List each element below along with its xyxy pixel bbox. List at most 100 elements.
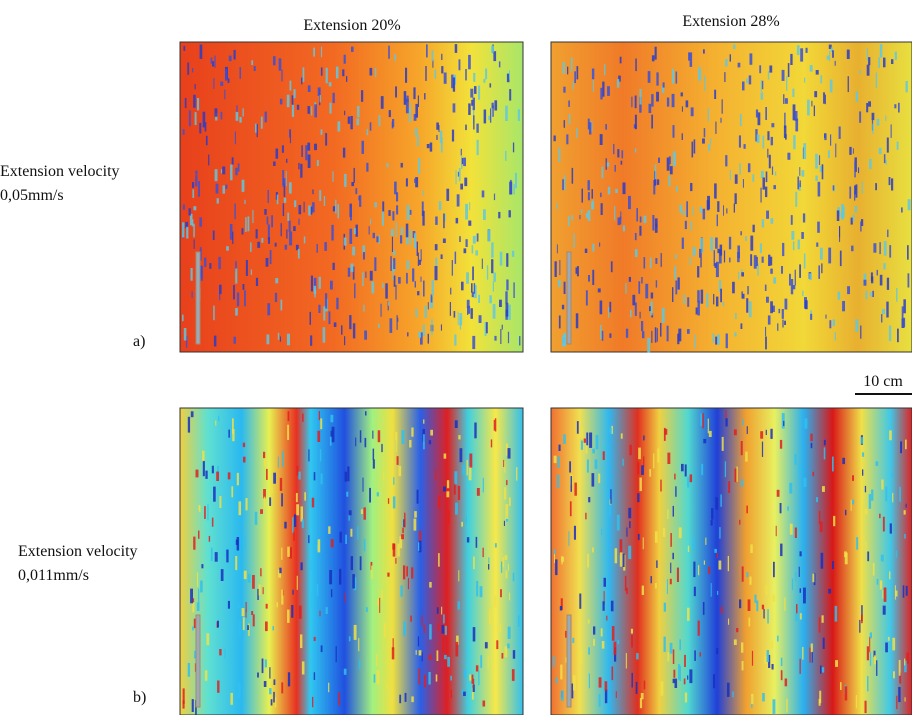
texture-streak bbox=[512, 572, 515, 582]
texture-streak bbox=[723, 205, 724, 216]
texture-streak bbox=[342, 69, 345, 77]
texture-streak bbox=[873, 650, 876, 658]
texture-streak bbox=[273, 472, 276, 484]
texture-streak bbox=[346, 491, 349, 497]
texture-streak bbox=[859, 111, 862, 123]
texture-streak bbox=[505, 291, 508, 304]
texture-streak bbox=[571, 215, 573, 221]
texture-streak bbox=[482, 547, 484, 558]
texture-streak bbox=[517, 109, 520, 121]
texture-streak bbox=[834, 605, 838, 622]
texture-streak bbox=[561, 556, 563, 565]
texture-streak bbox=[815, 153, 818, 169]
texture-streak bbox=[396, 205, 399, 215]
texture-streak bbox=[199, 505, 201, 513]
texture-streak bbox=[478, 294, 480, 303]
texture-streak bbox=[512, 650, 516, 659]
texture-streak bbox=[183, 328, 187, 341]
texture-streak bbox=[749, 576, 752, 585]
texture-streak bbox=[488, 557, 490, 564]
texture-streak bbox=[368, 226, 370, 235]
texture-streak bbox=[418, 540, 422, 553]
texture-streak bbox=[799, 551, 802, 557]
texture-streak bbox=[307, 106, 310, 114]
texture-streak bbox=[455, 502, 458, 515]
texture-streak bbox=[740, 441, 743, 456]
texture-streak bbox=[364, 330, 367, 340]
texture-streak bbox=[640, 693, 644, 700]
texture-streak bbox=[303, 236, 306, 244]
texture-streak bbox=[716, 647, 719, 655]
texture-streak bbox=[237, 603, 240, 609]
texture-streak bbox=[343, 237, 347, 246]
texture-streak bbox=[281, 69, 283, 82]
texture-streak bbox=[676, 567, 679, 582]
texture-streak bbox=[294, 200, 297, 208]
texture-streak bbox=[862, 452, 865, 457]
texture-streak bbox=[217, 466, 219, 474]
texture-streak bbox=[591, 120, 593, 132]
texture-streak bbox=[398, 465, 402, 477]
texture-streak bbox=[463, 157, 466, 167]
texture-streak bbox=[264, 209, 267, 215]
texture-streak bbox=[220, 569, 224, 581]
texture-streak bbox=[357, 526, 359, 540]
texture-streak bbox=[660, 479, 662, 492]
texture-streak bbox=[458, 168, 461, 182]
texture-streak bbox=[344, 173, 347, 187]
texture-streak bbox=[323, 196, 326, 206]
texture-streak bbox=[689, 669, 693, 684]
texture-streak bbox=[706, 293, 709, 308]
texture-streak bbox=[217, 680, 220, 693]
texture-streak bbox=[365, 607, 368, 612]
texture-streak bbox=[810, 433, 813, 442]
texture-streak bbox=[287, 411, 290, 421]
texture-streak bbox=[601, 641, 605, 649]
texture-streak bbox=[584, 248, 588, 253]
texture-streak bbox=[376, 492, 379, 497]
texture-streak bbox=[715, 237, 718, 249]
texture-streak bbox=[396, 192, 399, 202]
texture-streak bbox=[235, 167, 238, 176]
texture-streak bbox=[829, 320, 832, 329]
texture-streak bbox=[270, 699, 273, 706]
texture-streak bbox=[840, 212, 843, 218]
texture-streak bbox=[358, 195, 360, 201]
texture-streak bbox=[739, 114, 742, 127]
texture-streak bbox=[235, 308, 238, 316]
texture-streak bbox=[614, 206, 616, 221]
row-label: 0,011mm/s bbox=[18, 567, 89, 584]
texture-streak bbox=[328, 82, 332, 87]
texture-streak bbox=[654, 164, 657, 180]
texture-streak bbox=[610, 600, 614, 612]
texture-streak bbox=[382, 471, 384, 477]
texture-streak bbox=[395, 284, 397, 300]
texture-streak bbox=[610, 489, 612, 504]
texture-streak bbox=[394, 181, 397, 195]
texture-streak bbox=[195, 170, 198, 175]
texture-streak bbox=[309, 560, 312, 570]
texture-streak bbox=[628, 276, 631, 282]
texture-streak bbox=[245, 609, 247, 618]
texture-streak bbox=[858, 167, 860, 174]
texture-streak bbox=[556, 203, 558, 210]
texture-streak bbox=[289, 129, 291, 138]
texture-streak bbox=[314, 104, 317, 118]
texture-streak bbox=[386, 683, 388, 689]
texture-streak bbox=[489, 295, 492, 304]
texture-streak bbox=[192, 68, 194, 73]
texture-streak bbox=[192, 189, 195, 198]
texture-streak bbox=[245, 602, 247, 613]
texture-streak bbox=[568, 113, 571, 125]
texture-streak bbox=[683, 294, 685, 304]
texture-streak bbox=[669, 642, 673, 654]
texture-streak bbox=[380, 96, 384, 109]
texture-streak bbox=[835, 660, 838, 667]
texture-streak bbox=[672, 125, 675, 138]
texture-streak bbox=[849, 146, 852, 155]
texture-streak bbox=[501, 324, 503, 330]
texture-streak bbox=[204, 122, 207, 132]
texture-streak bbox=[819, 165, 823, 173]
texture-streak bbox=[505, 504, 509, 519]
texture-streak bbox=[791, 231, 795, 240]
